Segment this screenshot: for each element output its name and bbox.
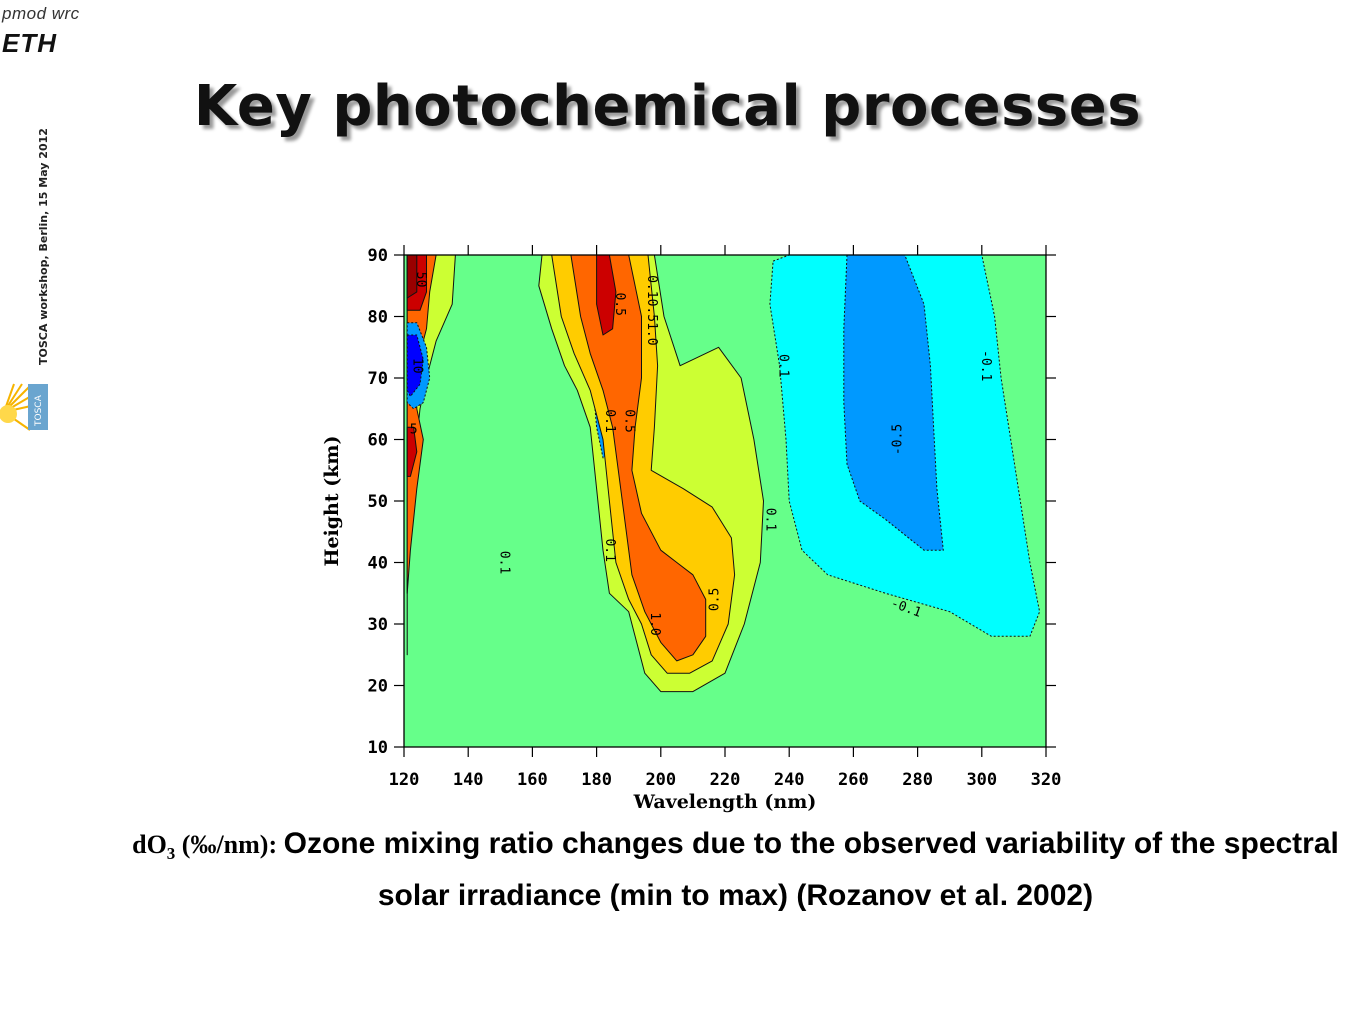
contour-label: 0.1 (763, 508, 778, 531)
contour-region-lvl-1-0 (570, 255, 707, 662)
x-tick-label: 220 (710, 770, 741, 790)
contour-label: 10 (410, 358, 425, 374)
pmod-wrc-logo: pmod wrc (2, 4, 80, 23)
tosca-logo-text: TOSCA (34, 394, 44, 427)
y-tick-label: 50 (368, 492, 388, 512)
y-tick-label: 70 (368, 369, 388, 389)
contour-label: 0.1 (602, 538, 617, 561)
x-tick-label: 180 (581, 770, 612, 790)
y-axis-label: Height (km) (321, 436, 343, 567)
x-tick-label: 280 (902, 770, 933, 790)
contour-region-neg-10 (406, 334, 424, 397)
workshop-side-label: TOSCA workshop, Berlin, 15 May 2012 (37, 128, 50, 365)
x-tick-label: 120 (389, 770, 420, 790)
contour-label: 0.5 (612, 292, 627, 315)
x-tick-label: 240 (774, 770, 805, 790)
y-tick-label: 80 (368, 308, 388, 328)
y-tick-label: 40 (368, 554, 388, 574)
x-tick-label: 140 (453, 770, 484, 790)
contour-label: 0.5 (708, 588, 723, 611)
contour-label: 0.10.51.0 (644, 275, 659, 345)
x-tick-label: 320 (1031, 770, 1062, 790)
x-tick-label: 200 (645, 770, 676, 790)
y-tick-label: 30 (368, 615, 388, 635)
contour-label: 5 (410, 422, 418, 437)
caption-text: Ozone mixing ratio changes due to the ob… (283, 827, 1339, 913)
contour-label: 0.1 (776, 354, 791, 377)
y-tick-label: 10 (368, 738, 388, 758)
y-tick-label: 60 (368, 431, 388, 451)
tosca-logo: TOSCA (0, 382, 50, 432)
figure-caption: dO3 (‰/nm): Ozone mixing ratio changes d… (128, 823, 1343, 917)
caption-variable: dO3 (‰/nm): (132, 830, 284, 864)
y-tick-label: 90 (368, 246, 388, 266)
contour-region-lvl-5 (596, 255, 617, 336)
contour-label: 1.0 (647, 612, 662, 635)
contour-region-lvl-50 (406, 255, 418, 299)
contour-label: -0.1 (978, 350, 993, 381)
ozone-contour-chart: 0.1 0.1 0.5 0.5 0.1 0.10.51.0 1.0 0.5 0.1 0.1 -0.5… (321, 245, 1062, 813)
contour-region-lvl-5 (406, 426, 418, 477)
page-title: Key photochemical processes (193, 74, 1142, 139)
contour-label: 0.5 (621, 409, 636, 432)
x-tick-label: 300 (966, 770, 997, 790)
contour-region-neg-0-5 (843, 255, 944, 551)
contour-label: 0.1 (602, 409, 617, 432)
eth-logo: ETH (2, 28, 57, 58)
contour-label: 0.1 (496, 551, 511, 574)
contour-label: -0.5 (891, 424, 906, 455)
x-tick-label: 260 (838, 770, 869, 790)
contour-label: 50 (413, 272, 428, 288)
y-tick-label: 20 (368, 677, 388, 697)
x-axis-label: Wavelength (nm) (633, 791, 817, 813)
x-tick-label: 160 (517, 770, 548, 790)
